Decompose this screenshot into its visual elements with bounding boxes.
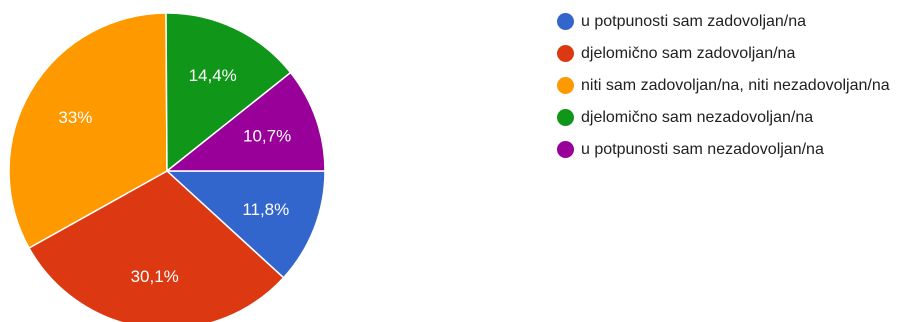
slice-value-label: 30,1% [131,267,179,286]
legend-swatch-icon [557,141,574,158]
legend-label: djelomično sam nezadovoljan/na [581,109,814,126]
legend-swatch-icon [557,77,574,94]
legend-label: u potpunosti sam zadovoljan/na [581,13,807,30]
pie-slice-4[interactable] [164,71,326,172]
legend-label: niti sam zadovoljan/na, niti nezadovolja… [581,77,890,94]
legend-swatch-icon [557,45,574,62]
legend-item[interactable]: u potpunosti sam nezadovoljan/na [557,138,907,161]
slice-value-label: 11,8% [242,200,289,219]
legend-item[interactable]: u potpunosti sam zadovoljan/na [557,10,907,33]
legend-label: djelomično sam zadovoljan/na [581,45,796,62]
pie-slice-3[interactable] [165,12,292,173]
legend-item[interactable]: djelomično sam zadovoljan/na [557,42,907,65]
legend-swatch-icon [557,109,574,126]
slice-value-label: 14,4% [189,66,237,85]
legend-item[interactable]: niti sam zadovoljan/na, niti nezadovolja… [557,74,907,97]
legend-label: u potpunosti sam nezadovoljan/na [581,141,824,158]
legend: u potpunosti sam zadovoljan/na djelomično… [557,10,907,170]
slice-value-label: 10,7% [243,127,291,146]
pie-slice-2[interactable] [8,12,168,250]
legend-swatch-icon [557,13,574,30]
pie-slice-1[interactable] [27,170,285,322]
pie-slice-0[interactable] [165,170,326,279]
slice-value-label: 33% [58,108,92,127]
legend-item[interactable]: djelomično sam nezadovoljan/na [557,106,907,129]
pie-chart: 11,8% 30,1% 33% 14,4% 10,7% [8,12,326,322]
